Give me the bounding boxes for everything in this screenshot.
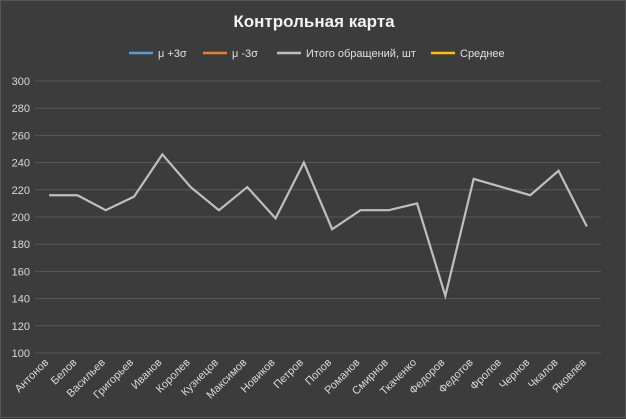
x-axis: АнтоновБеловВасильевГригорьевИвановКорол… xyxy=(13,357,589,402)
y-tick-label: 260 xyxy=(12,130,30,142)
x-tick-label: Петров xyxy=(271,357,306,392)
y-tick-label: 180 xyxy=(12,239,30,251)
chart-title: Контрольная карта xyxy=(233,12,395,31)
grid xyxy=(35,80,601,354)
x-tick-label: Антонов xyxy=(13,357,52,396)
y-tick-label: 280 xyxy=(12,103,30,115)
x-tick-label: Фролов xyxy=(468,357,504,393)
legend-label: Среднее xyxy=(460,48,505,60)
legend-label: Итого обращений, шт xyxy=(306,48,416,60)
legend-label: μ -3σ xyxy=(232,48,258,60)
y-tick-label: 300 xyxy=(12,76,30,88)
y-tick-label: 100 xyxy=(12,348,30,360)
x-tick-label: Чернов xyxy=(497,357,532,392)
y-axis: 100 120 140 160 180 200 220 240 260 280 300 xyxy=(12,76,30,360)
y-tick-label: 160 xyxy=(12,266,30,278)
y-tick-label: 140 xyxy=(12,294,30,306)
y-tick-label: 240 xyxy=(12,158,30,170)
y-tick-label: 220 xyxy=(12,185,30,197)
series-layer xyxy=(49,111,588,301)
legend-label: μ +3σ xyxy=(158,48,187,60)
y-tick-label: 120 xyxy=(12,321,30,333)
legend: μ +3σ μ -3σ Итого обращений, шт Среднее xyxy=(129,48,505,60)
series-line-2 xyxy=(49,152,588,301)
y-tick-label: 200 xyxy=(12,212,30,224)
